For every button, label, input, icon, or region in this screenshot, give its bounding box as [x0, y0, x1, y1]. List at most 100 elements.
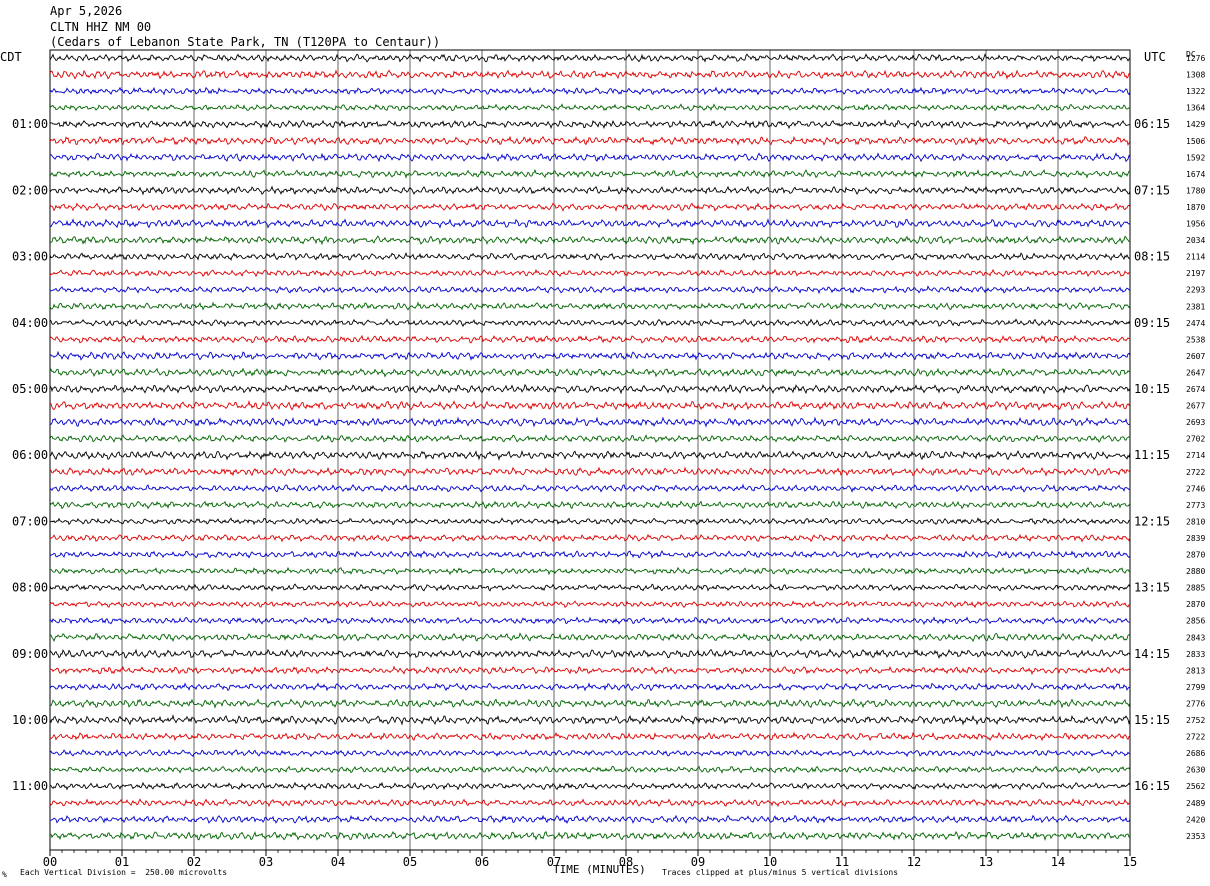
- dc-offset-label: 2776: [1186, 699, 1205, 708]
- clip-note: Traces clipped at plus/minus 5 vertical …: [662, 868, 899, 877]
- corner-mark: %: [2, 870, 7, 879]
- x-tick-label: 07: [547, 855, 561, 869]
- dc-offset-label: 2562: [1186, 782, 1205, 791]
- dc-offset-label: 2714: [1186, 451, 1205, 460]
- trace-line: [49, 466, 1131, 477]
- trace-line: [49, 268, 1131, 278]
- dc-offset-label: 2677: [1186, 402, 1205, 411]
- trace-line: [49, 251, 1131, 262]
- x-tick-label: 06: [475, 855, 489, 869]
- trace-line: [49, 118, 1131, 130]
- utc-hour-label: 08:15: [1134, 250, 1170, 264]
- cdt-hour-label: 04:00: [12, 316, 48, 330]
- trace-line: [49, 566, 1131, 576]
- trace-line: [49, 814, 1131, 824]
- right-axis-title: UTC: [1144, 50, 1166, 64]
- dc-offset-label: 1308: [1186, 71, 1205, 80]
- trace-line: [49, 665, 1131, 676]
- cdt-hour-label: 01:00: [12, 117, 48, 131]
- trace-line: [49, 648, 1131, 660]
- trace-line: [49, 103, 1131, 112]
- x-tick-label: 05: [403, 855, 417, 869]
- dc-offset-label: 2773: [1186, 501, 1205, 510]
- cdt-hour-label: 10:00: [12, 713, 48, 727]
- dc-offset-label: 2880: [1186, 567, 1205, 576]
- x-axis-label: TIME (MINUTES): [553, 863, 646, 876]
- trace-line: [49, 367, 1131, 378]
- dc-offset-label: 2856: [1186, 617, 1205, 626]
- dc-offset-label: 1322: [1186, 87, 1205, 96]
- trace-line: [49, 616, 1131, 626]
- dc-offset-label: 2722: [1186, 468, 1205, 477]
- utc-hour-label: 06:15: [1134, 117, 1170, 131]
- x-tick-label: 13: [979, 855, 993, 869]
- trace-line: [49, 383, 1131, 395]
- trace-line: [49, 781, 1131, 791]
- cdt-hour-label: 09:00: [12, 647, 48, 661]
- trace-line: [49, 500, 1131, 510]
- cdt-hour-label: 11:00: [12, 779, 48, 793]
- dc-offset-label: 2833: [1186, 650, 1205, 659]
- cdt-hour-label: 06:00: [12, 448, 48, 462]
- x-tick-label: 01: [115, 855, 129, 869]
- dc-offset-label: 2647: [1186, 368, 1205, 377]
- x-tick-label: 04: [331, 855, 345, 869]
- trace-line: [49, 798, 1131, 808]
- trace-line: [49, 533, 1131, 543]
- x-tick-label: 09: [691, 855, 705, 869]
- trace-line: [49, 334, 1131, 344]
- trace-line: [49, 583, 1131, 592]
- dc-offset-label: 2839: [1186, 534, 1205, 543]
- utc-hour-label: 16:15: [1134, 779, 1170, 793]
- dc-offset-label: 1276: [1186, 54, 1205, 63]
- trace-line: [49, 135, 1131, 146]
- trace-line: [49, 830, 1131, 842]
- trace-line: [49, 86, 1131, 96]
- dc-offset-label: 2686: [1186, 749, 1205, 758]
- trace-line: [49, 218, 1131, 229]
- utc-hour-label: 12:15: [1134, 514, 1170, 528]
- trace-line: [49, 285, 1131, 295]
- dc-offset-label: 1780: [1186, 186, 1205, 195]
- trace-line: [49, 185, 1131, 196]
- trace-line: [49, 748, 1131, 758]
- dc-offset-label: 2607: [1186, 352, 1205, 361]
- dc-offset-label: 2353: [1186, 832, 1205, 841]
- dc-offset-label: 2630: [1186, 766, 1205, 775]
- dc-offset-label: 1674: [1186, 170, 1205, 179]
- x-tick-label: 12: [907, 855, 921, 869]
- dc-offset-label: 2885: [1186, 584, 1205, 593]
- scale-note: Each Vertical Division = 250.00 microvol…: [20, 868, 228, 877]
- dc-offset-label: 2702: [1186, 435, 1205, 444]
- dc-offset-label: 2381: [1186, 302, 1205, 311]
- dc-offset-label: 2752: [1186, 716, 1205, 725]
- dc-offset-label: 2293: [1186, 286, 1205, 295]
- x-tick-label: 11: [835, 855, 849, 869]
- dc-offset-label: 2870: [1186, 600, 1205, 609]
- trace-line: [49, 69, 1131, 80]
- dc-offset-label: 2538: [1186, 335, 1205, 344]
- utc-hour-label: 10:15: [1134, 382, 1170, 396]
- dc-offset-label: 1429: [1186, 120, 1205, 129]
- dc-offset-label: 2489: [1186, 799, 1205, 808]
- left-axis-title: CDT: [0, 50, 22, 64]
- dc-offset-label: 2813: [1186, 666, 1205, 675]
- header-location: (Cedars of Lebanon State Park, TN (T120P…: [50, 35, 441, 49]
- trace-line: [49, 550, 1131, 560]
- dc-offset-label: 2197: [1186, 269, 1205, 278]
- utc-hour-label: 09:15: [1134, 316, 1170, 330]
- x-tick-label: 10: [763, 855, 777, 869]
- dc-offset-label: 2674: [1186, 385, 1205, 394]
- dc-offset-label: 2693: [1186, 418, 1205, 427]
- utc-hour-label: 15:15: [1134, 713, 1170, 727]
- trace-line: [49, 152, 1131, 163]
- dc-offset-label: 2114: [1186, 253, 1205, 262]
- trace-line: [49, 434, 1131, 443]
- utc-hour-label: 13:15: [1134, 581, 1170, 595]
- trace-line: [49, 202, 1131, 212]
- trace-line: [49, 301, 1131, 311]
- trace-line: [49, 449, 1131, 461]
- trace-line: [49, 682, 1131, 692]
- utc-hour-label: 07:15: [1134, 183, 1170, 197]
